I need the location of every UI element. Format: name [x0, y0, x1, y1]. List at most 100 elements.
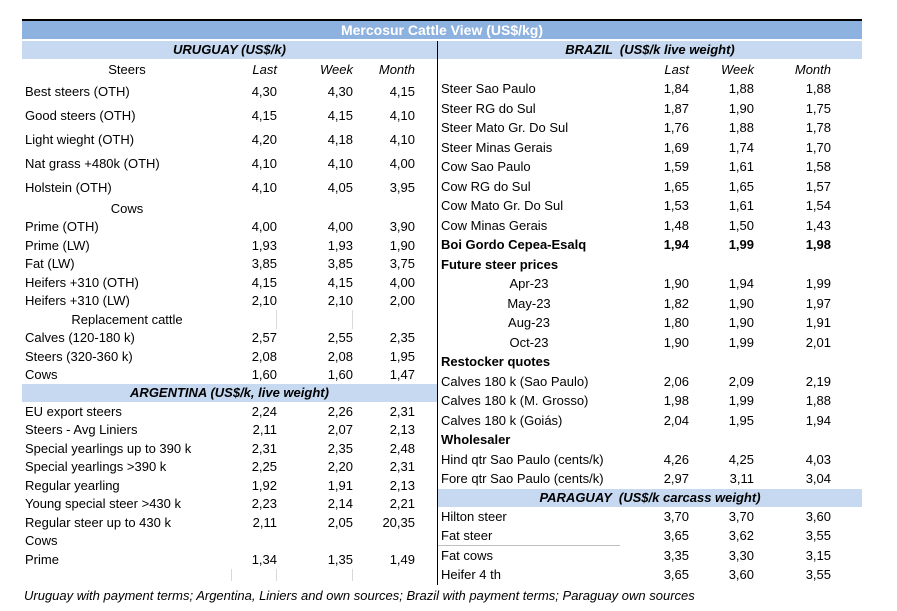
column-header-month: Month: [794, 61, 831, 77]
row-label: Holstein (OTH): [25, 179, 112, 195]
row-label: Future steer prices: [441, 256, 559, 272]
table-row: Calves 180 k (Sao Paulo) 2,06 2,09 2,19: [438, 372, 862, 392]
row-label: Special yearlings >390 k: [25, 459, 167, 475]
value-week: 4,10: [327, 155, 353, 171]
table-row: Prime 1,34 1,35 1,49: [22, 550, 437, 569]
row-label: Cows: [110, 200, 144, 216]
table-row: Aug-23 1,80 1,90 1,91: [438, 313, 862, 333]
value-week: 2,08: [327, 348, 353, 364]
row-label: [22, 568, 232, 581]
value-month: 1,91: [805, 315, 831, 331]
row-label: Replacement cattle: [71, 311, 183, 327]
row-label: [438, 59, 620, 79]
value-week: [277, 532, 353, 551]
row-label: Best steers (OTH): [25, 83, 130, 99]
table-row: Hind qtr Sao Paulo (cents/k) 4,26 4,25 4,03: [438, 450, 862, 470]
table-body: URUGUAY (US$/k) Steers Last Week Month Best …: [22, 41, 862, 585]
value-month: 1,94: [805, 412, 831, 428]
value-last: [620, 430, 689, 450]
value-last: 1,92: [251, 477, 277, 493]
value-month: 1,99: [805, 276, 831, 292]
table-row: Steers (320-360 k) 2,08 2,08 1,95: [22, 347, 437, 366]
value-last: [232, 199, 277, 218]
column-header-last: Last: [252, 61, 277, 77]
row-label: Nat grass +480k (OTH): [25, 155, 160, 171]
row-label: Regular yearling: [25, 477, 120, 493]
value-last: 2,06: [663, 373, 689, 389]
value-month: 2,13: [389, 477, 415, 493]
table-row: Prime (LW) 1,93 1,93 1,90: [22, 236, 437, 255]
table-row: Hilton steer 3,70 3,70 3,60: [438, 507, 862, 527]
value-week: 1,95: [728, 412, 754, 428]
value-week: [689, 430, 754, 450]
value-month: 3,04: [805, 471, 831, 487]
row-label: Cows: [25, 533, 58, 549]
value-week: 3,62: [728, 528, 754, 544]
value-week: 4,15: [327, 107, 353, 123]
column-header-week: Week: [721, 61, 754, 77]
value-month: 3,55: [805, 567, 831, 583]
value-last: 4,10: [251, 155, 277, 171]
value-month: 2,00: [389, 293, 415, 309]
row-label: Calves (120-180 k): [25, 330, 135, 346]
row-label: Good steers (OTH): [25, 107, 136, 123]
uruguay-argentina-panel: URUGUAY (US$/k) Steers Last Week Month Best …: [22, 41, 437, 585]
table-row: Fore qtr Sao Paulo (cents/k) 2,97 3,11 3,04: [438, 469, 862, 489]
value-week: 1,88: [728, 120, 754, 136]
row-label: Steers: [108, 61, 146, 77]
value-last: 1,84: [663, 81, 689, 97]
row-label: Wholesaler: [441, 432, 511, 448]
value-week: 3,60: [728, 567, 754, 583]
row-label: Fat cows: [441, 547, 494, 563]
row-label: Cow RG do Sul: [441, 178, 531, 194]
row-label: Light wieght (OTH): [25, 131, 135, 147]
table-row: Steer Mato Gr. Do Sul 1,76 1,88 1,78: [438, 118, 862, 138]
value-last: 1,76: [663, 120, 689, 136]
value-last: 1,94: [663, 237, 689, 253]
row-label: EU export steers: [25, 403, 122, 419]
table-row: Oct-23 1,90 1,99 2,01: [438, 333, 862, 353]
value-last: 1,87: [663, 100, 689, 116]
value-last: 1,82: [663, 295, 689, 311]
value-month: 3,60: [805, 508, 831, 524]
table-row: Young special steer >430 k 2,23 2,14 2,21: [22, 495, 437, 514]
table-row: Heifer 4 th 3,65 3,60 3,55: [438, 565, 862, 585]
table-row: Light wieght (OTH) 4,20 4,18 4,10: [22, 127, 437, 151]
row-label: Steer RG do Sul: [441, 100, 536, 116]
value-month: 1,58: [805, 159, 831, 175]
value-week: 1,35: [327, 551, 353, 567]
row-label: Hind qtr Sao Paulo (cents/k): [441, 451, 604, 467]
table-row: Calves (120-180 k) 2,57 2,55 2,35: [22, 329, 437, 348]
value-month: 4,00: [389, 155, 415, 171]
value-month: 4,10: [389, 107, 415, 123]
value-last: 1,34: [251, 551, 277, 567]
row-label: Hilton steer: [441, 508, 507, 524]
value-week: 2,07: [327, 422, 353, 438]
value-last: 4,26: [663, 451, 689, 467]
section-header-row: PARAGUAY (US$/k carcass weight): [438, 488, 862, 507]
value-month: 4,03: [805, 451, 831, 467]
value-last: [232, 310, 277, 329]
table-row: Cow Sao Paulo 1,59 1,61 1,58: [438, 157, 862, 177]
value-last: 4,00: [251, 219, 277, 235]
table-row: Future steer prices: [438, 255, 862, 275]
value-month: 3,75: [389, 256, 415, 272]
table-row: Good steers (OTH) 4,15 4,15 4,10: [22, 103, 437, 127]
value-month: 1,49: [389, 551, 415, 567]
value-month: 2,21: [389, 496, 415, 512]
value-last: [232, 532, 277, 551]
row-label: Young special steer >430 k: [25, 496, 181, 512]
table-row: Regular yearling 1,92 1,91 2,13: [22, 476, 437, 495]
brazil-section-header: BRAZIL (US$/k live weight): [438, 41, 862, 59]
table-row: Fat steer 3,65 3,62 3,55: [438, 526, 862, 546]
row-label: Steers - Avg Liniers: [25, 422, 138, 438]
value-last: 4,10: [251, 179, 277, 195]
value-last: 2,97: [663, 471, 689, 487]
value-week: 4,05: [327, 179, 353, 195]
column-header-row: Steers Last Week Month: [22, 59, 437, 79]
value-week: 3,30: [728, 547, 754, 563]
table-row: Nat grass +480k (OTH) 4,10 4,10 4,00: [22, 151, 437, 175]
value-last: 4,20: [251, 131, 277, 147]
value-week: 1,61: [728, 198, 754, 214]
